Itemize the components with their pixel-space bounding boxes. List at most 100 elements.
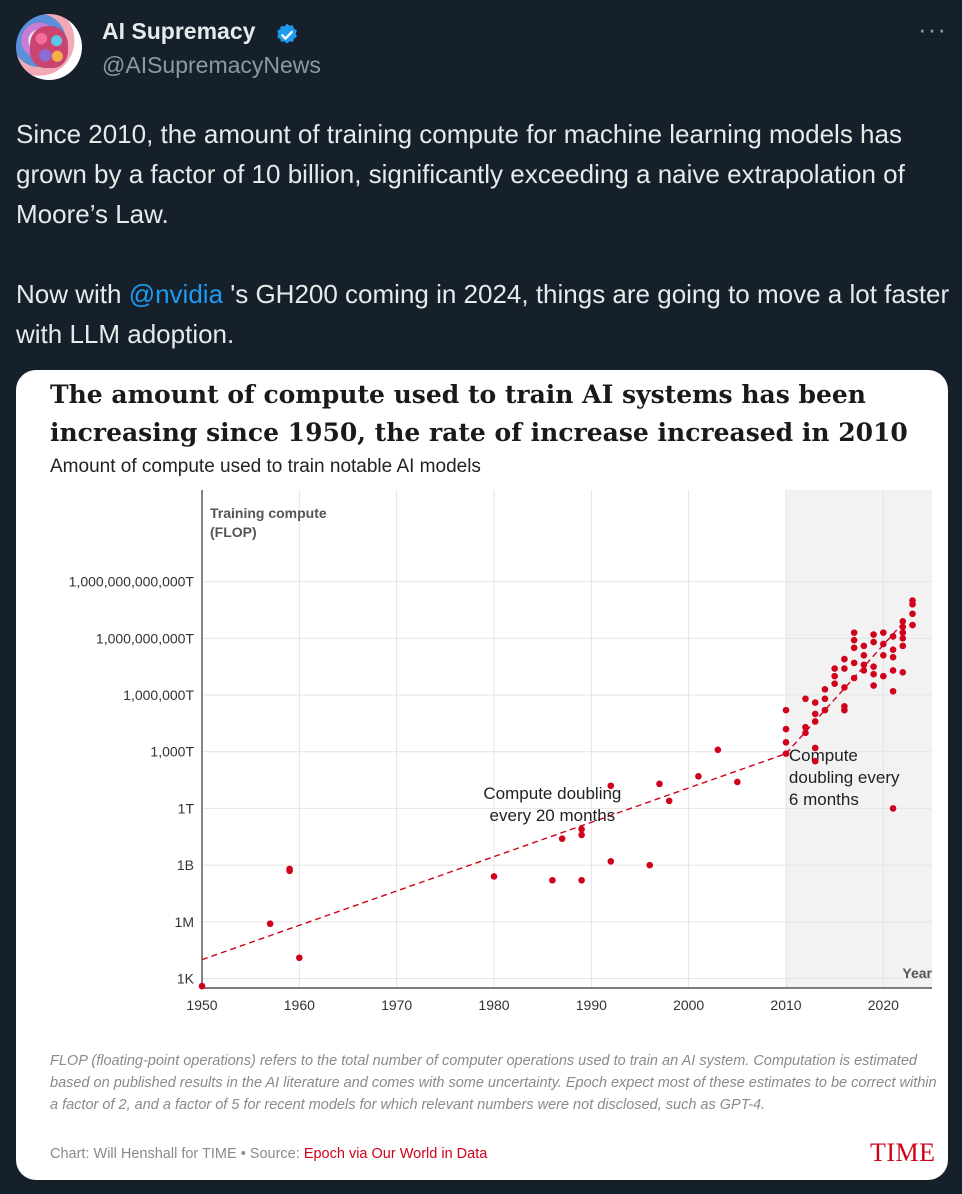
data-point bbox=[802, 723, 809, 731]
data-point bbox=[850, 659, 858, 667]
data-point bbox=[811, 757, 819, 765]
data-point bbox=[880, 672, 887, 680]
data-point bbox=[549, 876, 556, 884]
trend-annotation: Compute doubling bbox=[483, 784, 621, 803]
data-point bbox=[782, 725, 790, 733]
data-point bbox=[646, 861, 654, 869]
trend-annotation: Compute bbox=[789, 746, 858, 765]
data-point bbox=[870, 638, 877, 646]
data-point bbox=[899, 629, 907, 636]
data-point bbox=[578, 825, 585, 833]
compute-chart: 1K 1M 1B 1T 1,000T 1,000,000T 1,000,000,000T 1,… bbox=[69, 490, 933, 1013]
data-point bbox=[821, 686, 829, 693]
data-point bbox=[734, 778, 741, 786]
tweet-paragraph-1: Since 2010, the amount of training compu… bbox=[16, 119, 905, 229]
data-point bbox=[880, 629, 887, 636]
data-point bbox=[811, 744, 819, 752]
y-axis-label-unit: (FLOP) bbox=[210, 524, 257, 540]
brain-logo-icon bbox=[30, 26, 68, 68]
data-point bbox=[850, 636, 858, 644]
data-point bbox=[490, 873, 498, 880]
y-tick-label: 1,000,000T bbox=[123, 687, 194, 703]
author-name[interactable]: AI Supremacy bbox=[102, 18, 256, 44]
data-point bbox=[860, 652, 868, 659]
data-point bbox=[899, 618, 907, 625]
credit-prefix: Chart: Will Henshall for TIME • Source: bbox=[50, 1146, 304, 1162]
data-point bbox=[578, 876, 585, 884]
chart-credit: Chart: Will Henshall for TIME • Source: … bbox=[50, 1146, 487, 1162]
y-axis-label: Training compute bbox=[210, 505, 327, 521]
trend-line bbox=[201, 752, 787, 961]
data-point bbox=[889, 687, 897, 695]
y-tick-label: 1T bbox=[178, 800, 195, 816]
source-link[interactable]: Epoch via Our World in Data bbox=[303, 1146, 488, 1162]
mention-link[interactable]: @nvidia bbox=[128, 279, 224, 309]
x-tick-label: 1990 bbox=[576, 997, 607, 1013]
data-point bbox=[899, 623, 907, 631]
data-point bbox=[850, 644, 858, 652]
data-point bbox=[811, 718, 819, 725]
tweet-paragraph-2-end: 's GH200 coming in 2024, things are goin… bbox=[16, 279, 950, 349]
data-point bbox=[909, 597, 916, 604]
data-point bbox=[889, 646, 897, 653]
data-point bbox=[286, 865, 293, 873]
x-tick-label: 1980 bbox=[478, 997, 509, 1013]
data-point bbox=[802, 729, 809, 737]
data-point bbox=[870, 663, 877, 670]
data-point bbox=[782, 750, 790, 757]
data-point bbox=[860, 667, 868, 674]
data-point bbox=[802, 695, 809, 703]
data-point bbox=[841, 684, 848, 691]
data-point bbox=[782, 706, 790, 714]
y-tick-label: 1,000T bbox=[150, 744, 194, 760]
data-point bbox=[841, 703, 848, 710]
author-handle[interactable]: @AISupremacyNews bbox=[102, 52, 321, 78]
data-point bbox=[558, 835, 566, 842]
data-point bbox=[821, 706, 829, 714]
data-point bbox=[889, 805, 897, 812]
x-tick-label: 1950 bbox=[186, 997, 217, 1013]
data-point bbox=[850, 629, 858, 636]
data-point bbox=[656, 780, 663, 788]
trend-annotation: doubling every bbox=[789, 768, 900, 787]
data-point bbox=[266, 920, 274, 928]
time-logo: TIME bbox=[870, 1138, 936, 1167]
data-point bbox=[870, 631, 877, 638]
x-tick-label: 2020 bbox=[868, 997, 899, 1013]
data-point bbox=[578, 831, 585, 839]
data-point bbox=[860, 661, 868, 669]
y-tick-label: 1,000,000,000,000T bbox=[69, 574, 195, 590]
tweet-paragraph-2-start: Now with bbox=[16, 279, 129, 309]
verified-badge-icon bbox=[277, 23, 297, 44]
y-tick-label: 1K bbox=[177, 971, 195, 987]
data-point bbox=[831, 672, 838, 680]
data-point bbox=[889, 633, 897, 640]
x-tick-label: 1960 bbox=[284, 997, 315, 1013]
data-point bbox=[899, 642, 907, 650]
media-card[interactable]: The amount of compute used to train AI s… bbox=[16, 370, 948, 1180]
tweet-text: Since 2010, the amount of training compu… bbox=[16, 114, 956, 354]
x-tick-label: 2010 bbox=[770, 997, 801, 1013]
y-tick-label: 1,000,000,000T bbox=[96, 630, 195, 646]
data-point bbox=[821, 695, 829, 703]
data-point bbox=[850, 674, 858, 682]
x-tick-label: 2000 bbox=[673, 997, 704, 1013]
trend-annotation: 6 months bbox=[789, 790, 859, 809]
data-point bbox=[909, 610, 916, 618]
data-point bbox=[198, 982, 206, 990]
avatar[interactable] bbox=[16, 14, 82, 80]
x-tick-label: 1970 bbox=[381, 997, 412, 1013]
chart-footnote: FLOP (floating-point operations) refers … bbox=[50, 1053, 937, 1113]
data-point bbox=[889, 653, 897, 661]
data-point bbox=[296, 954, 303, 962]
data-point bbox=[841, 655, 848, 663]
data-point bbox=[860, 642, 868, 650]
data-point bbox=[889, 667, 897, 674]
chart-subtitle: Amount of compute used to train notable … bbox=[50, 456, 481, 477]
data-point bbox=[880, 640, 887, 648]
more-options-icon[interactable]: ··· bbox=[918, 14, 947, 44]
data-point bbox=[695, 772, 702, 780]
chart-title: The amount of compute used to train AI s… bbox=[50, 380, 908, 447]
x-axis-label: Year bbox=[902, 965, 932, 981]
data-point bbox=[831, 680, 838, 687]
